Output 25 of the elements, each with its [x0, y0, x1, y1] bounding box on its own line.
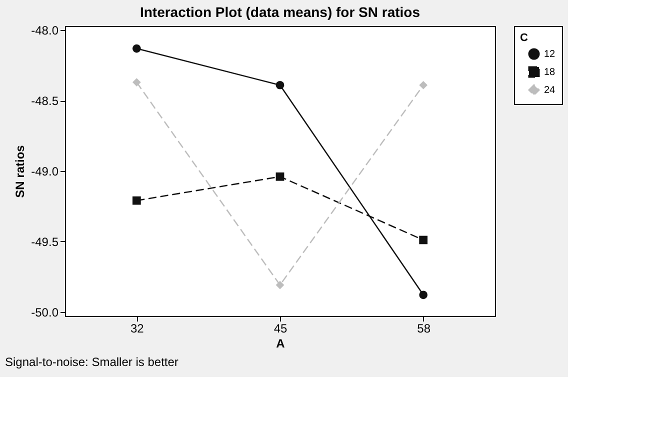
text: Signal-to-noise: Smaller is better [5, 355, 178, 369]
y-tick-label: -49.0 [31, 164, 59, 178]
point [276, 80, 284, 90]
x-tick-label: 58 [417, 322, 431, 336]
point [419, 290, 428, 300]
x-tick-label: 45 [274, 322, 288, 336]
legend-label: 24 [544, 85, 556, 96]
y-tick-label: -48.0 [31, 24, 59, 38]
point [132, 78, 141, 86]
y-tick-label: -48.5 [31, 94, 59, 108]
point [132, 44, 141, 53]
point [276, 172, 284, 181]
y-tick-label: -50.0 [31, 305, 59, 320]
chart-title: Interaction Plot (data means) for SN ratios [140, 4, 420, 20]
point [276, 280, 284, 290]
legend-title: C [520, 32, 528, 44]
y-axis-title: SN ratios [13, 144, 28, 198]
x-tick-label: 32 [130, 322, 144, 336]
y-tick-label: -49.5 [31, 234, 59, 249]
legend-label: 12 [544, 49, 556, 60]
legend-label: 18 [544, 67, 556, 78]
point [419, 80, 428, 90]
point [419, 236, 428, 244]
x-axis-title: A [276, 336, 286, 350]
point [132, 196, 141, 205]
